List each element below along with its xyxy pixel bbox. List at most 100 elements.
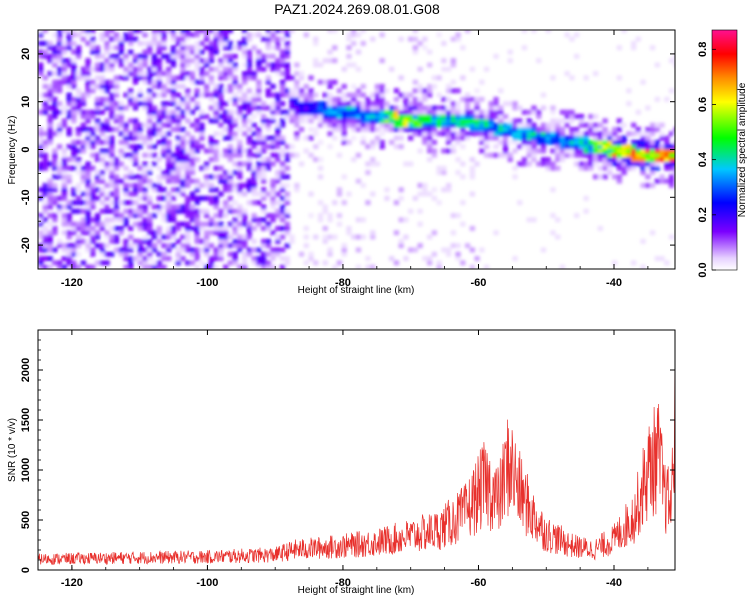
spectrogram-cell (379, 114, 385, 119)
spectrogram-cell (75, 105, 82, 111)
spectrogram-cell (336, 152, 343, 158)
spectrogram-cell (170, 217, 177, 223)
spectrogram-cell (412, 118, 418, 124)
spectrogram-cell (104, 101, 110, 107)
spectrogram-cell (460, 114, 466, 119)
spectrogram-cell (218, 30, 224, 33)
spectrogram-cell (118, 109, 124, 115)
spectrogram-cell (284, 92, 290, 98)
spectrogram-cell (341, 101, 347, 107)
spectrogram-cell (61, 187, 67, 193)
spectrogram-cell (540, 139, 547, 145)
spectrogram-cell (166, 174, 172, 180)
spectrogram-cell (336, 88, 343, 94)
spectrogram-cell (185, 96, 191, 102)
spectrogram-cell (327, 92, 333, 98)
spectrogram-cell (185, 58, 191, 64)
spectrogram-cell (85, 109, 91, 115)
spectrogram-cell (521, 135, 528, 141)
spectrogram-cell (71, 41, 77, 46)
spectrogram-cell (85, 217, 91, 223)
spectrogram-cell (47, 84, 53, 89)
spectrogram-cell (156, 264, 162, 269)
spectrogram-cell (237, 84, 243, 89)
spectrogram-cell (275, 135, 281, 141)
spectrogram-cell (156, 260, 162, 266)
spectrogram-cell (313, 131, 319, 137)
spectrogram-cell (199, 144, 205, 150)
spectrogram-cell (75, 92, 82, 98)
spectrogram-cell (61, 217, 67, 223)
spectrogram-cell (90, 165, 96, 171)
spectrogram-cell (351, 135, 357, 141)
spectrogram-cell (94, 135, 101, 141)
spectrogram-cell (189, 139, 196, 145)
spectrogram-cell (531, 30, 537, 33)
spectrogram-cell (488, 152, 494, 158)
spectrogram-cell (431, 84, 437, 89)
spectrogram-cell (80, 260, 86, 266)
spectrogram-cell (275, 122, 281, 128)
spectrogram-cell (185, 88, 191, 94)
spectrogram-cell (142, 152, 148, 158)
spectrogram-cell (649, 148, 656, 154)
spectrogram-cell (464, 122, 471, 128)
spectrogram-cell (123, 200, 129, 206)
spectrogram-cell (232, 200, 238, 206)
spectrogram-cell (640, 148, 646, 154)
spectrogram-cell (242, 45, 248, 51)
spectrogram-cell (61, 148, 67, 154)
spectrogram-cell (242, 234, 248, 240)
spectrogram-cell (99, 96, 105, 102)
spectrogram-cell (175, 92, 181, 98)
spectrogram-cell (227, 170, 233, 175)
spectrogram-cell (180, 178, 186, 184)
spectrogram-cell (185, 243, 191, 249)
spectrogram-cell (194, 183, 200, 188)
spectrogram-cell (612, 161, 618, 167)
spectrogram-cell (645, 127, 651, 132)
spectrogram-cell (161, 135, 167, 141)
spectrogram-cell (80, 208, 86, 214)
spectrogram-cell (450, 79, 456, 85)
spectrogram-cell (218, 230, 224, 236)
spectrogram-cell (90, 139, 96, 145)
spectrogram-cell (355, 152, 362, 158)
spectrogram-cell (90, 264, 96, 269)
spectrogram-cell (261, 170, 267, 175)
spectrogram-cell (132, 135, 139, 141)
spectrogram-cell (42, 41, 48, 46)
spectrogram-cell (99, 187, 105, 193)
spectrogram-cell (213, 226, 219, 231)
spectrogram-cell (308, 251, 314, 257)
spectrogram-cell (161, 101, 167, 107)
spectrogram-cell (593, 157, 599, 162)
spectrogram-cell (464, 96, 471, 102)
spectrogram-cell (621, 30, 627, 33)
spectrogram-cell (427, 92, 433, 98)
spectrogram-cell (602, 161, 608, 167)
spectrogram-cell (294, 92, 300, 98)
spectrogram-cell (270, 204, 276, 210)
spectrogram-cell (66, 230, 72, 236)
spectrogram-cell (132, 243, 139, 249)
spectrogram-cell (294, 122, 300, 128)
spectrogram-cell (71, 49, 77, 55)
spectrogram-cell (104, 165, 110, 171)
spectrogram-cell (80, 71, 86, 76)
spectrogram-cell (517, 131, 523, 137)
spectrogram-cell (317, 157, 324, 162)
spectrogram-cell (251, 32, 257, 38)
spectrogram-cell (474, 131, 480, 137)
spectrogram-cell (232, 251, 238, 257)
spectrogram-cell (403, 92, 409, 98)
spectrogram-cell (493, 114, 499, 119)
spectrogram-cell (265, 32, 271, 38)
spectrogram-cell (645, 161, 651, 167)
spectrogram-cell (664, 148, 670, 154)
spectrogram-cell (469, 170, 475, 175)
spectrogram-cell (384, 105, 390, 111)
spectrogram-cell (545, 165, 551, 171)
spectrogram-cell (52, 174, 58, 180)
spectrogram-cell (469, 226, 475, 231)
